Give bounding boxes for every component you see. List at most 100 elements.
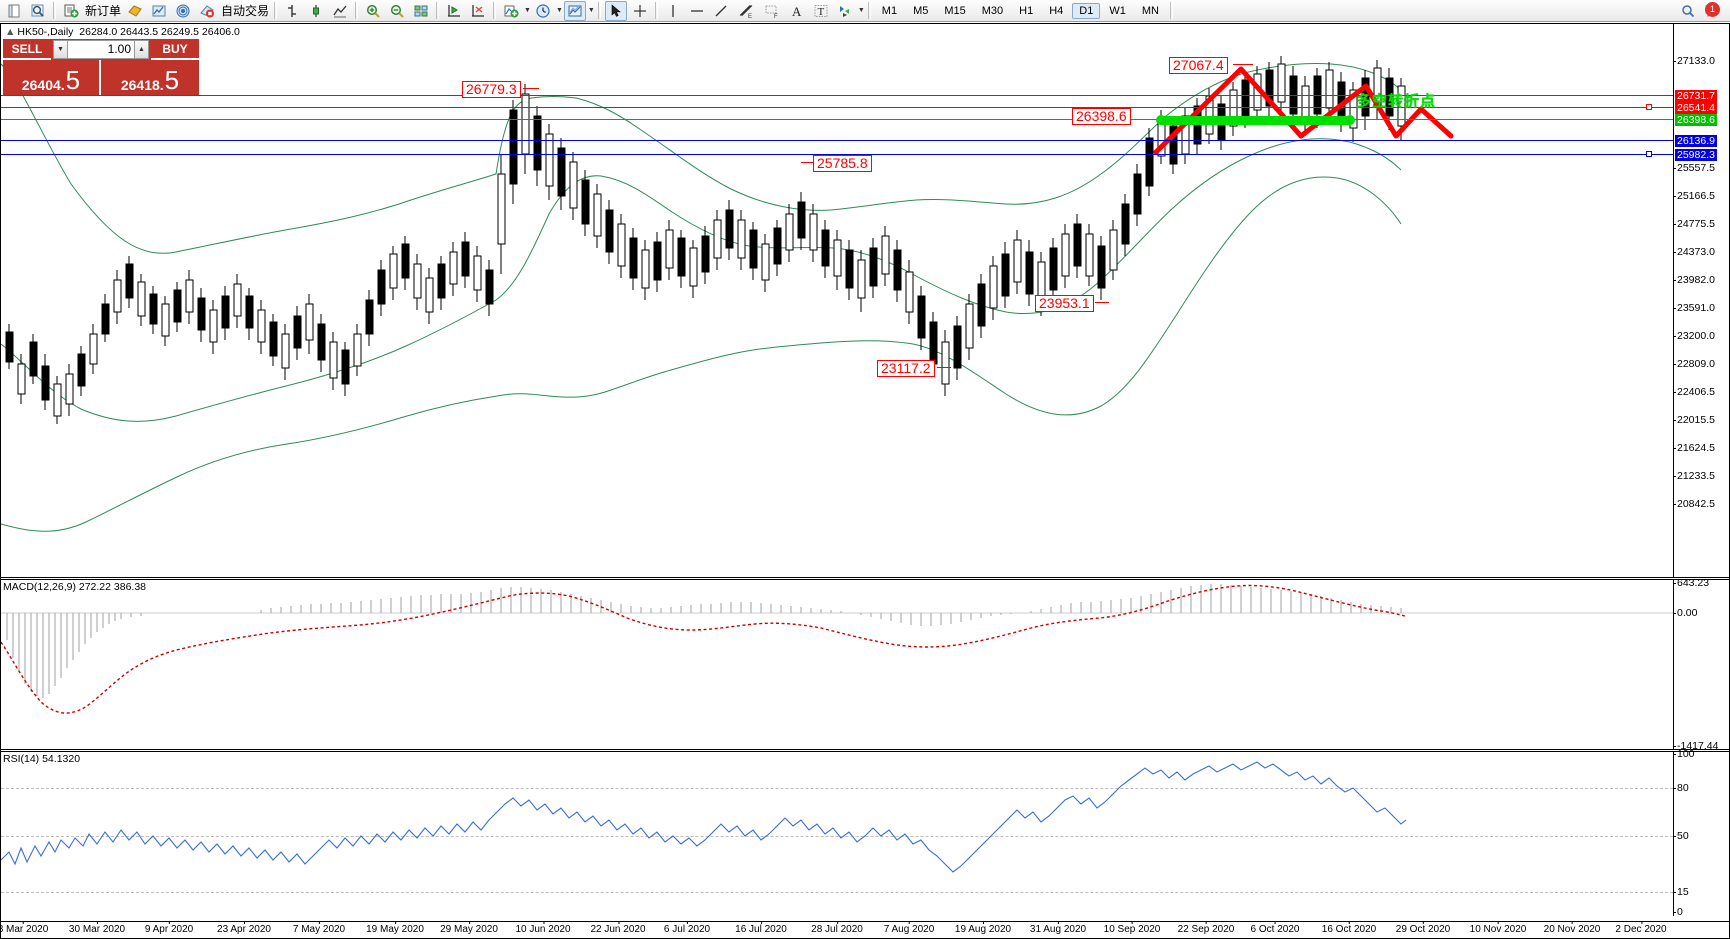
new-order-icon[interactable] (60, 1, 82, 21)
line-chart-icon[interactable] (329, 1, 351, 21)
tab-timeframe-m5[interactable]: M5 (913, 4, 929, 17)
support-band-highlight[interactable] (1161, 116, 1351, 125)
buy-price-display[interactable]: 26418. 5 (101, 60, 199, 95)
document-icon[interactable] (3, 1, 25, 21)
annotation-25785[interactable]: 25785.8 (813, 155, 872, 172)
annotation-26779[interactable]: 26779.3 (462, 81, 521, 98)
chevron-down-icon[interactable]: ▼ (857, 7, 865, 14)
periods-icon[interactable] (532, 1, 554, 21)
chevron-down-icon[interactable]: ▼ (555, 7, 563, 14)
pane-divider-price-macd[interactable] (1, 577, 1729, 578)
annotation-23953[interactable]: 23953.1 (1035, 295, 1094, 312)
tab-timeframe-mn[interactable]: MN (1141, 4, 1159, 17)
bar-chart-icon[interactable] (281, 1, 303, 21)
one-click-trading-panel[interactable]: SELL ▼ 1.00 ▲ BUY 26404. 5 26418. 5 (3, 39, 199, 95)
volume-up-icon[interactable]: ▲ (134, 40, 149, 59)
price-level-line-26136[interactable] (1, 140, 1673, 141)
sell-button[interactable]: SELL (3, 39, 51, 60)
level-tag-26136[interactable]: 26136.9 (1675, 135, 1717, 147)
vertical-line-icon[interactable] (662, 1, 684, 21)
expert-advisor-icon[interactable] (124, 1, 146, 21)
crosshair-icon[interactable] (629, 1, 651, 21)
level-tag-26731[interactable]: 26731.7 (1675, 90, 1717, 102)
annotation-stem (1233, 64, 1253, 65)
macd-axis[interactable]: 643.23 0.00 -1417.44 (1672, 577, 1729, 752)
signals-icon[interactable] (172, 1, 194, 21)
indicators-icon[interactable] (500, 1, 522, 21)
zoom-out-icon[interactable] (386, 1, 408, 21)
trendline-icon[interactable] (710, 1, 732, 21)
level-tag-25982[interactable]: 25982.3 (1675, 149, 1717, 161)
collapse-arrow-icon[interactable]: ▲ (5, 26, 16, 38)
tile-windows-icon[interactable] (410, 1, 432, 21)
oct-top-row: SELL ▼ 1.00 ▲ BUY (3, 39, 199, 60)
manual-trendline-overlay[interactable] (1, 24, 1673, 578)
templates-icon[interactable] (563, 0, 586, 21)
time-tick-14: 31 Aug 2020 (1029, 921, 1087, 935)
tab-timeframe-h4[interactable]: H4 (1049, 4, 1064, 17)
annotation-26398-box[interactable]: 26398.6 (1072, 108, 1131, 125)
shift-end-icon[interactable] (443, 1, 465, 21)
volume-stepper[interactable]: ▼ 1.00 ▲ (51, 39, 151, 60)
tab-timeframe-m15[interactable]: M15 (944, 4, 966, 17)
price-pane[interactable]: 27067.4 26779.3 26398.6 25785.8 23953.1 … (1, 24, 1729, 578)
search-icon[interactable] (1677, 1, 1699, 21)
autotrading-icon[interactable] (196, 1, 218, 21)
autotrading-label[interactable]: 自动交易 (221, 4, 270, 18)
axis-tick-rsi-15: 15 (1673, 886, 1689, 898)
horizontal-line-icon[interactable] (686, 1, 708, 21)
volume-down-icon[interactable]: ▼ (53, 40, 68, 59)
chart-window[interactable]: 27067.4 26779.3 26398.6 25785.8 23953.1 … (0, 23, 1730, 939)
axis-tick-macd-643: 643.23 (1672, 577, 1710, 589)
axis-tick-20842: 20842.5 (1673, 498, 1715, 510)
level-tag-26398[interactable]: 26398.6 (1675, 114, 1717, 126)
price-level-line-26541[interactable] (1, 107, 1673, 108)
alerts-icon[interactable]: 1 (1701, 1, 1723, 21)
search-chart-icon[interactable] (27, 1, 49, 21)
sell-price-display[interactable]: 26404. 5 (3, 60, 101, 95)
market-watch-icon[interactable] (148, 1, 170, 21)
tab-timeframe-h1[interactable]: H1 (1019, 4, 1034, 17)
price-level-handle-26541[interactable] (1646, 104, 1652, 110)
tab-timeframe-d1[interactable]: D1 (1072, 2, 1101, 19)
toolbar-separator (493, 2, 497, 19)
tab-timeframe-m30[interactable]: M30 (981, 4, 1004, 17)
macd-pane[interactable]: MACD(12,26,9) 272.22 386.38 (1, 577, 1729, 752)
text-icon[interactable]: T (810, 1, 832, 21)
pane-divider-macd-rsi[interactable] (1, 749, 1729, 750)
text-label-icon[interactable]: A (786, 1, 808, 21)
annotation-turning-point-label[interactable]: 多空转折点 (1356, 93, 1437, 110)
axis-tick-rsi-80: 80 (1673, 782, 1689, 794)
chevron-down-icon[interactable]: ▼ (587, 7, 595, 14)
zoom-in-icon[interactable] (362, 1, 384, 21)
time-tick-2: 9 Apr 2020 (144, 921, 194, 935)
price-axis[interactable]: 27133.0 25557.5 25166.5 24775.5 24373.0 … (1673, 24, 1729, 578)
tab-timeframe-m1[interactable]: M1 (881, 4, 898, 17)
price-level-line-26731[interactable] (1, 95, 1673, 96)
price-level-handle-25982[interactable] (1646, 151, 1652, 157)
cursor-icon[interactable] (604, 0, 627, 21)
chevron-down-icon[interactable]: ▼ (524, 7, 531, 14)
fibonacci-icon[interactable]: E (734, 1, 758, 21)
new-order-label[interactable]: 新订单 (85, 4, 122, 18)
annotation-23117[interactable]: 23117.2 (877, 360, 935, 377)
price-level-line-26398[interactable] (1, 119, 1673, 120)
buy-button[interactable]: BUY (151, 39, 199, 60)
annotation-27067[interactable]: 27067.4 (1169, 57, 1228, 74)
candlestick-chart-icon[interactable] (305, 1, 327, 21)
axis-tick-22015: 22015.5 (1673, 414, 1715, 426)
time-tick-16: 22 Sep 2020 (1177, 921, 1235, 935)
rsi-axis[interactable]: 100 80 50 15 0 (1673, 748, 1729, 918)
axis-tick-macd-0: 0.00 (1672, 607, 1698, 619)
rsi-pane[interactable]: RSI(14) 54.1320 100 80 50 15 0 (1, 748, 1729, 918)
price-level-line-25982[interactable] (1, 154, 1673, 155)
time-axis[interactable]: 8 Mar 2020 30 Mar 2020 9 Apr 2020 23 Apr… (1, 921, 1729, 938)
shapes-icon[interactable] (834, 1, 856, 21)
rsi-indicator-label: RSI(14) 54.1320 (3, 753, 81, 765)
auto-scroll-icon[interactable] (467, 1, 489, 21)
level-tag-26541[interactable]: 26541.4 (1675, 102, 1717, 114)
toolbar-separator (1169, 2, 1173, 19)
tab-timeframe-w1[interactable]: W1 (1109, 4, 1126, 17)
channel-icon[interactable]: F (760, 1, 784, 21)
volume-input[interactable]: 1.00 (68, 40, 134, 59)
